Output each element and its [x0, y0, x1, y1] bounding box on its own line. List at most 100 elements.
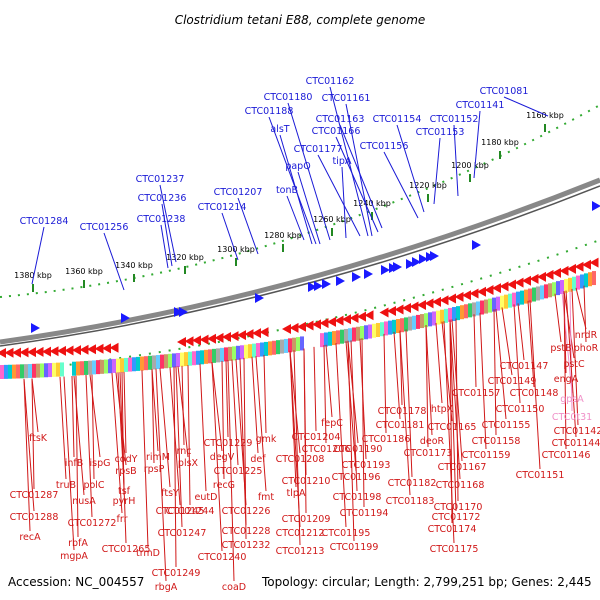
reverse-label-connectors	[23, 285, 587, 582]
reverse-gene-arrow	[499, 281, 509, 292]
topology-text: Topology: circular; Length: 2,799,251 bp…	[261, 575, 592, 589]
reverse-gene-label: plsX	[178, 458, 199, 469]
forward-label-connector	[221, 212, 239, 261]
reverse-gene-arrow	[34, 346, 44, 357]
reverse-label-connector	[335, 343, 347, 528]
kbp-label: 1260 kbp	[313, 215, 351, 224]
reverse-gene-label: CTC01287	[10, 490, 59, 501]
reverse-label-connector	[173, 366, 177, 568]
gene-color-block	[288, 338, 292, 353]
reverse-label-connector	[561, 291, 573, 394]
forward-gene-label: CTC01163	[316, 114, 365, 125]
reverse-label-connector	[554, 293, 562, 343]
gene-color-block	[96, 360, 100, 375]
reverse-gene-arrow	[439, 295, 449, 306]
reverse-label-connector	[527, 300, 535, 388]
reverse-label-connector	[221, 360, 225, 480]
gene-color-block	[20, 364, 24, 379]
forward-label-connector	[159, 184, 177, 263]
reverse-gene-arrow	[454, 291, 464, 302]
forward-gene-label: CTC01256	[80, 222, 129, 233]
reverse-label-connector	[443, 321, 455, 544]
reverse-gene-arrow	[237, 330, 246, 341]
reverse-gene-arrow	[259, 327, 269, 338]
forward-gene-label: CTC01284	[20, 216, 69, 227]
forward-gene-arrow	[336, 276, 345, 286]
gene-color-block	[336, 330, 340, 345]
gene-color-block	[400, 318, 404, 333]
gene-color-block	[480, 300, 484, 315]
reverse-label-connector	[563, 291, 575, 359]
forward-gene-label: CTC01236	[138, 193, 187, 204]
gene-color-block	[140, 356, 144, 371]
forward-label-connector	[317, 154, 361, 237]
reverse-label-connector	[479, 312, 487, 450]
reverse-gene-label: CTC01149	[488, 376, 537, 387]
gene-color-block	[136, 356, 140, 371]
forward-label-connector	[287, 102, 331, 241]
reverse-label-connector	[181, 365, 185, 446]
reverse-label-connector	[345, 341, 357, 472]
forward-gene-arrow	[472, 240, 481, 250]
gene-color-block	[280, 339, 284, 354]
reverse-label-connector	[23, 378, 31, 532]
reverse-gene-arrow	[49, 346, 59, 357]
gene-color-block	[116, 358, 120, 373]
gene-color-block	[132, 357, 136, 372]
gene-color-block	[528, 288, 532, 303]
gene-color-block	[520, 290, 524, 305]
reverse-gene-label: CTC01210	[282, 476, 331, 487]
reverse-gene-arrow	[402, 303, 411, 314]
reverse-label-connector	[517, 303, 525, 361]
forward-label-connector	[453, 124, 459, 197]
gene-color-block	[232, 346, 236, 361]
reverse-gene-label: CTC01226	[222, 506, 271, 517]
forward-gene-label: CTC01156	[360, 141, 409, 152]
forward-gene-label: CTC01161	[322, 93, 371, 104]
reverse-gene-label: CTC01168	[436, 480, 485, 491]
gene-color-block	[248, 344, 252, 359]
reverse-gene-arrow	[582, 259, 591, 270]
reverse-gene-label: CTC01228	[222, 526, 271, 537]
gene-color-block	[252, 343, 256, 358]
forward-label-connector	[329, 86, 369, 237]
gene-color-block	[580, 274, 584, 289]
forward-gene-arrow	[592, 201, 600, 211]
reverse-label-connector	[571, 288, 579, 426]
gene-color-block	[564, 278, 568, 293]
forward-label-connector	[503, 96, 549, 117]
reverse-gene-arrow	[109, 342, 119, 353]
reverse-label-connector	[119, 372, 127, 544]
reverse-gene-arrow	[72, 345, 81, 356]
reverse-gene-arrow	[27, 347, 36, 358]
gene-color-block	[508, 293, 512, 308]
gene-color-block	[544, 284, 548, 299]
reverse-label-connector	[293, 350, 301, 546]
reverse-label-connector	[115, 372, 127, 466]
gene-color-block	[516, 291, 520, 306]
gene-color-block	[144, 356, 148, 371]
gene-color-block	[160, 354, 164, 369]
gene-color-block	[292, 337, 296, 352]
reverse-label-connector	[495, 308, 507, 420]
reverse-gene-arrow	[424, 298, 434, 309]
reverse-label-connector	[383, 333, 387, 434]
reverse-gene-arrow	[394, 304, 404, 315]
reverse-gene-label: CTC01167	[438, 462, 487, 473]
gene-color-block	[156, 355, 160, 370]
reverse-gene-label: recA	[19, 532, 41, 543]
reverse-label-connector	[493, 309, 497, 436]
reverse-gene-label: CTC01212	[276, 528, 325, 539]
reverse-gene-label: gpsA	[560, 394, 584, 405]
forward-label-connector	[297, 171, 321, 245]
gene-color-block	[512, 292, 516, 307]
reverse-gene-arrow	[222, 332, 231, 343]
gene-color-block	[364, 325, 368, 340]
gene-color-block	[440, 309, 444, 324]
reverse-gene-label: CTC01150	[496, 404, 545, 415]
reverse-gene-label: rpsP	[144, 464, 165, 475]
reverse-gene-arrow	[192, 335, 201, 346]
forward-gene-label: CTC01177	[294, 144, 343, 155]
gene-color-block	[272, 340, 276, 355]
gene-color-block	[296, 337, 300, 352]
